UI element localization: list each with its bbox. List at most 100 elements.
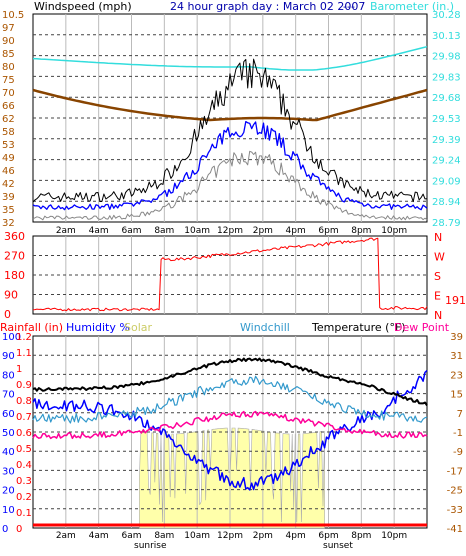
humidity-tick: 80 [2, 370, 15, 381]
rainfall-tick: 0.8 [16, 396, 32, 407]
panel-temperature-humidity: Rainfall (in) Humidity % Solar Windchill… [0, 321, 463, 551]
outdoor-temp-line [32, 88, 428, 122]
x-tick-label: 6pm [318, 226, 338, 236]
x-tick-label: 12pm [217, 531, 243, 541]
windspeed-tick: 66 [2, 101, 15, 112]
panel2-grid [33, 236, 427, 314]
compass-tick: E [434, 290, 441, 303]
windchill-line [32, 375, 428, 424]
windspeed-tick: 42 [2, 179, 15, 190]
direction-tick: 0 [4, 308, 11, 321]
humidity-tick: 50 [2, 428, 15, 439]
temperature-label: Temperature (°F) [311, 321, 406, 334]
panel2-series [32, 237, 428, 312]
x-tick-label: 10am [184, 531, 210, 541]
rainfall-tick: 0.2 [16, 492, 32, 503]
panel-wind-barometer: Windspeed (mph) 24 hour graph day : Marc… [2, 0, 461, 246]
barometer-tick: 28.94 [432, 197, 461, 208]
chart-title-suffix: --- [343, 0, 355, 13]
humidity-tick: 100 [2, 332, 21, 343]
humidity-tick: 0 [2, 524, 8, 535]
x-tick-label: 2am [56, 531, 76, 541]
barometer-tick: 29.39 [432, 135, 461, 146]
wind-gust-line [32, 58, 428, 203]
panel3-x-tick-labels: 2am 4am 6am 8am 10am 12pm 2pm 4pm 6pm 8pm 10pm [56, 531, 407, 541]
rainfall-tick-labels: 1.2 1.1 1 0.9 0.8 0.7 0.6 0.5 0.4 0.3 0.2 0.1 0 [16, 332, 32, 535]
rainfall-tick: 0.7 [16, 412, 32, 423]
compass-tick: N [434, 309, 442, 322]
windspeed-tick: 53 [2, 140, 15, 151]
wind-low-line [32, 150, 428, 221]
windspeed-tick: 62 [2, 114, 15, 125]
windspeed-tick: 80 [2, 62, 15, 73]
temperature-tick: -1 [453, 428, 463, 439]
rainfall-tick: 1.2 [16, 332, 32, 343]
x-tick-label: 2pm [253, 531, 273, 541]
temperature-tick: 39 [450, 332, 463, 343]
humidity-tick: 10 [2, 505, 15, 516]
windspeed-tick: 35 [2, 205, 15, 216]
humidity-tick: 90 [2, 351, 15, 362]
windspeed-tick: 90 [2, 36, 15, 47]
chart-title: 24 hour graph day : March 02 2007 [170, 0, 365, 13]
compass-tick: N [434, 231, 442, 244]
barometer-tick: 29.09 [432, 176, 461, 187]
x-tick-label: 2am [56, 226, 76, 236]
barometer-tick-labels: 28.79 28.94 29.09 29.24 29.39 29.53 29.68 29.83… [432, 10, 461, 229]
windspeed-tick-labels: 32 35 39 42 46 49 53 58 62 66 70 75 80 85 90 97 10.5 [2, 10, 24, 229]
x-tick-label: 8pm [351, 531, 371, 541]
windspeed-tick: 39 [2, 192, 15, 203]
x-tick-label: 4pm [286, 226, 306, 236]
rainfall-tick: 1 [16, 364, 22, 375]
barometer-tick: 29.24 [432, 156, 461, 167]
x-tick-label: 4am [89, 531, 109, 541]
barometer-line [32, 45, 428, 71]
x-tick-label: 8am [154, 226, 174, 236]
windspeed-tick: 32 [2, 218, 15, 229]
rainfall-tick: 0.4 [16, 460, 32, 471]
direction-tick: 360 [4, 230, 25, 243]
x-tick-label: 6am [121, 226, 141, 236]
direction-tick-labels: 360 270 180 90 0 [4, 230, 25, 321]
rainfall-label: Rainfall (in) [0, 321, 63, 334]
panel3-sunset-label: sunset [323, 541, 353, 551]
rainfall-tick: 0.6 [16, 428, 32, 439]
rainfall-tick: 0.3 [16, 476, 32, 487]
windspeed-tick: 49 [2, 153, 15, 164]
barometer-tick: 30.28 [432, 10, 461, 21]
x-tick-label: 8am [154, 531, 174, 541]
humidity-line [32, 369, 428, 491]
humidity-tick: 20 [2, 486, 15, 497]
dewpoint-label: Dew Point [394, 321, 450, 334]
x-tick-label: 2pm [253, 226, 273, 236]
panel3-series [32, 357, 428, 527]
humidity-tick: 70 [2, 390, 15, 401]
x-tick-label: 10pm [381, 531, 407, 541]
compass-tick: W [434, 251, 445, 264]
x-tick-label: 6am [121, 531, 141, 541]
temperature-tick: 7 [457, 409, 463, 420]
temperature-tick-labels: 39 31 23 15 7 -1 -9 -17 -25 -33 -41 [447, 332, 463, 535]
temperature-tick: -25 [447, 486, 463, 497]
barometer-tick: 30.13 [432, 31, 461, 42]
x-tick-label: 12pm [217, 226, 243, 236]
barometer-tick: 29.98 [432, 52, 461, 63]
x-tick-label: 10pm [381, 226, 407, 236]
humidity-tick: 30 [2, 466, 15, 477]
temperature-tick: 31 [450, 351, 463, 362]
x-tick-label: 8pm [351, 226, 371, 236]
wind-direction-line [32, 237, 428, 312]
windspeed-tick: 97 [2, 23, 15, 34]
temperature-tick: -41 [447, 524, 463, 535]
dew-point-line [32, 410, 428, 440]
x-tick-label: 6pm [318, 531, 338, 541]
humidity-tick: 60 [2, 409, 15, 420]
wind-average-line [32, 120, 428, 211]
direction-tick: 90 [4, 289, 18, 302]
x-tick-label: 4am [89, 226, 109, 236]
